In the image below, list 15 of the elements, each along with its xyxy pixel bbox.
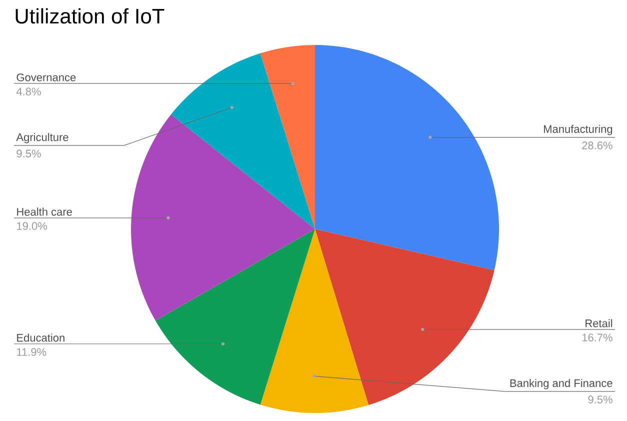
slice-label: Governance	[16, 73, 76, 82]
data-label: 9.5%	[16, 150, 41, 158]
data-label: 28.6%	[582, 142, 612, 150]
data-label: 9.5%	[588, 396, 612, 404]
slice-label: Health care	[17, 208, 72, 216]
data-label: 4.8%	[16, 88, 41, 96]
data-label: 19.0%	[17, 222, 47, 230]
slice-label: Agriculture	[16, 133, 68, 144]
slice-label: Retail	[586, 319, 612, 328]
slice-label: Education	[17, 334, 64, 342]
chart-title: Utilization of IoT	[16, 8, 164, 24]
data-label: 11.9%	[17, 348, 46, 356]
slice-label: Banking and Finance	[510, 378, 612, 390]
slice-label: Manufacturing	[544, 124, 612, 136]
data-label: 16.7%	[582, 334, 612, 342]
